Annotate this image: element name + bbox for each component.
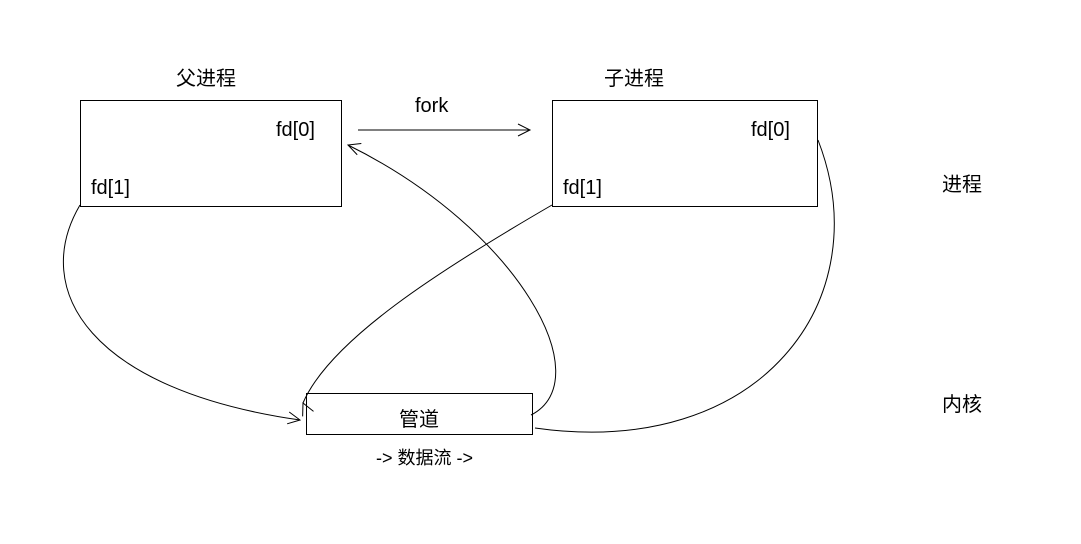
child-fd1-label: fd[1]	[563, 177, 602, 200]
parent-box: fd[0] fd[1]	[80, 100, 342, 207]
data-flow-label: -> 数据流 ->	[376, 444, 473, 470]
child-box: fd[0] fd[1]	[552, 100, 818, 207]
process-layer-label: 进程	[942, 168, 982, 197]
arrowhead-parent-to-pipe	[287, 412, 301, 426]
parent-fd0-label: fd[0]	[276, 119, 315, 142]
pipe-label: 管道	[399, 403, 439, 432]
curve-child-fd1-to-pipe	[303, 205, 552, 403]
parent-title: 父进程	[176, 62, 236, 91]
kernel-layer-label: 内核	[942, 388, 982, 417]
parent-fd1-label: fd[1]	[91, 177, 130, 200]
curve-parent-fd1-to-pipe	[63, 205, 300, 420]
fork-label: fork	[415, 95, 448, 118]
curve-pipe-to-parent-fd0	[348, 145, 556, 415]
diagram-overlay	[0, 0, 1081, 544]
pipe-box: 管道	[306, 393, 533, 435]
arrowhead-pipe-to-parent	[346, 139, 361, 154]
fork-arrow-head	[518, 124, 530, 136]
child-fd0-label: fd[0]	[751, 119, 790, 142]
child-title: 子进程	[604, 62, 664, 91]
